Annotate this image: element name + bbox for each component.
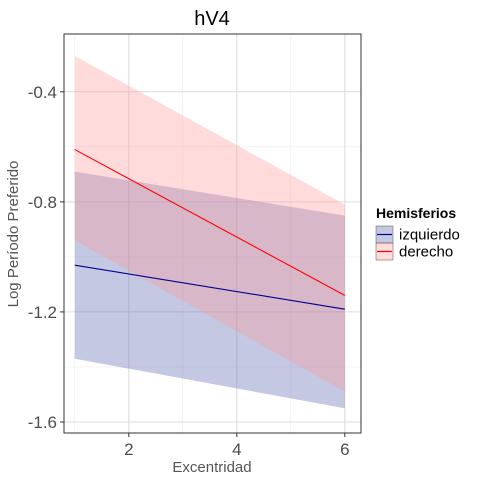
y-tick-label: -1.6 [28,413,57,432]
legend-label-izquierdo: izquierdo [399,227,460,244]
legend-title: Hemisferios [376,205,456,221]
y-tick-label: -0.4 [28,83,57,102]
x-axis-title: Excentridad [172,459,251,476]
panel-border [63,33,362,434]
confidence-band-izquierdo [74,171,345,409]
panel-background [64,34,361,433]
chart-title: hV4 [194,8,230,30]
plot-area: 2 4 6 -0.4 -0.8 -1.2 -1.6 [28,33,362,459]
x-tick-label: 2 [124,440,133,459]
series-line-derecho [74,149,346,296]
y-tick-label: -1.2 [28,303,57,322]
legend-label-derecho: derecho [399,244,453,261]
x-tick-label: 6 [340,440,349,459]
confidence-band-derecho [74,56,345,392]
y-axis-title: Log Período Preferido [5,161,22,308]
x-tick-label: 4 [232,440,241,459]
y-tick-label: -0.8 [28,193,57,212]
series-line-izquierdo [74,264,345,310]
